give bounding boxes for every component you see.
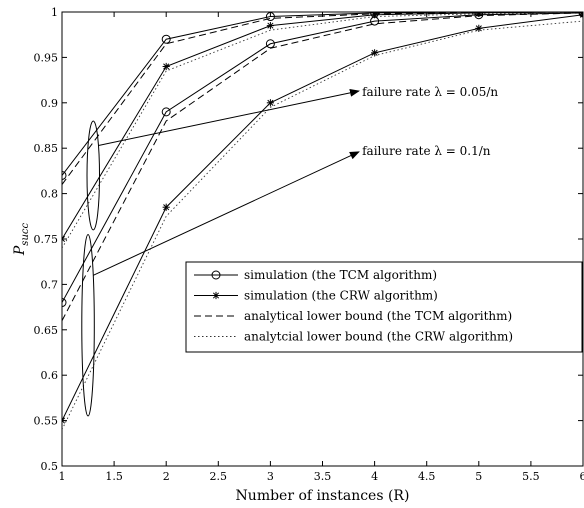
legend-label: simulation (the TCM algorithm) [244,268,437,282]
data-point [62,170,67,180]
legend-marker [211,270,221,280]
legend-label: analytical lower bound (the TCM algorith… [244,309,512,323]
legend-box [185,261,583,353]
annotation-arrow [98,88,360,146]
x-tick-label: 6 [580,470,584,483]
x-tick-label: 4 [371,470,378,483]
x-tick-label: 3 [267,470,274,483]
y-tick-label: 0.8 [41,188,59,201]
y-axis-label-text: Psucc [12,223,31,257]
y-tick-label: 0.7 [41,278,59,291]
series-line [62,12,583,240]
x-tick-label: 2.5 [210,470,228,483]
legend-label: simulation (the CRW algorithm) [244,289,438,303]
series-lambda_0.05-0 [62,12,583,180]
series-lambda_0.05-1 [62,12,583,243]
legend-item: analytcial lower bound (the CRW algorith… [194,330,513,344]
y-tick-label: 0.9 [41,97,59,110]
x-tick-label: 1.5 [105,470,123,483]
y-tick-label: 0.55 [34,415,59,428]
data-point [62,235,66,243]
legend-item: simulation (the TCM algorithm) [194,268,437,282]
annotation-lambda_0.1: failure rate λ = 0.1/n [81,144,491,417]
x-tick-label: 3.5 [314,470,332,483]
data-point [579,12,583,16]
axes-box [61,11,584,467]
series-lambda_0.1-7 [62,20,583,430]
legend-item: analytical lower bound (the TCM algorith… [194,309,512,323]
legend-item: simulation (the CRW algorithm) [194,289,438,303]
legend-label: analytcial lower bound (the CRW algorith… [244,330,513,344]
data-point [161,107,171,117]
y-tick-label: 1 [51,6,58,19]
plot-frame [61,11,584,467]
data-point [265,39,275,49]
annotation-ellipse [81,233,95,417]
annotation-lambda_0.05: failure rate λ = 0.05/n [86,85,498,231]
series-lambda_0.05-3 [62,12,583,249]
data-point [265,12,275,22]
x-tick-label: 2 [163,470,170,483]
annotation-text: failure rate λ = 0.05/n [362,85,498,99]
series-line [62,12,583,321]
data-point [162,203,170,211]
series-lambda_0.05-2 [62,12,583,185]
series-line [62,12,583,303]
legend-marker [212,291,220,300]
x-axis-label: Number of instances (R) [236,488,410,504]
x-tick-label: 4.5 [418,470,436,483]
data-point [370,16,380,26]
data-point [474,12,484,20]
series-layer [62,12,583,430]
y-tick-label: 0.65 [34,324,59,337]
data-point [266,22,274,30]
y-tick-label: 0.85 [34,142,59,155]
legend: simulation (the TCM algorithm) simulation… [185,261,583,353]
y-tick-label: 0.95 [34,51,59,64]
y-tick-label: 0.5 [41,460,59,473]
annotation-layer: failure rate λ = 0.05/n failure rate λ = … [81,85,498,417]
x-tick-label: 5.5 [522,470,540,483]
annotation-text: failure rate λ = 0.1/n [362,144,491,158]
data-point [161,34,171,44]
data-point [162,62,170,71]
series-line [62,12,583,249]
data-point [62,417,66,425]
x-tick-label: 5 [475,470,482,483]
annotation-arrow [93,151,360,276]
series-line [62,12,583,176]
series-lambda_0.1-6 [62,12,583,321]
series-lambda_0.1-5 [62,12,583,425]
axis-ticks: 1 1.5 2 2.5 3 3.5 4 4.5 5 5.5 6 0.5 0.55 0.6 0.65 0.7 0.… [34,6,584,483]
data-point [475,24,483,32]
data-point [62,298,67,308]
annotation-ellipse [86,120,101,231]
x-tick-label: 1 [59,470,66,483]
y-axis-label: Psucc [12,223,31,257]
data-point [266,99,274,107]
y-tick-label: 0.6 [41,369,59,382]
y-tick-label: 0.75 [34,233,59,246]
series-line [62,12,583,185]
series-line [62,20,583,430]
series-line [62,14,583,421]
